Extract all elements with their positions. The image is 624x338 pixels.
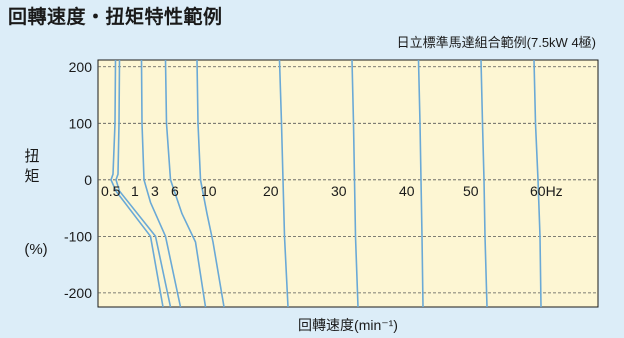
y-tick-label: -100	[64, 228, 92, 244]
y-tick-label: 100	[69, 115, 93, 131]
series-line-40	[417, 59, 424, 308]
frequency-label-0-5: 0.5	[101, 183, 121, 199]
series-line-10	[196, 59, 225, 308]
y-axis-label-char-1: 扭	[24, 148, 39, 165]
grid-lines	[98, 66, 598, 294]
frequency-label-1: 1	[131, 183, 139, 199]
x-axis-label: 回轉速度(min⁻¹)	[298, 317, 398, 333]
chart-subtitle: 日立標準馬達組合範例(7.5kW 4極)	[397, 35, 596, 50]
y-tick-label: 200	[69, 59, 93, 75]
series-lines	[110, 59, 542, 308]
frequency-label-60hz: 60Hz	[530, 183, 563, 199]
series-line-50	[480, 59, 488, 308]
frequency-label-10: 10	[201, 183, 217, 199]
y-tick-label: 0	[84, 172, 92, 188]
y-axis-label-char-2: 矩	[24, 168, 39, 185]
series-line-0-5	[110, 59, 164, 308]
frequency-label-3: 3	[151, 183, 159, 199]
series-line-20	[278, 59, 289, 308]
frequency-label-40: 40	[399, 183, 415, 199]
y-axis-unit-label: (%)	[24, 241, 47, 258]
plot-area	[97, 59, 599, 308]
series-line-3	[140, 59, 182, 308]
series-line-30	[351, 59, 359, 308]
y-tick-labels: 200 100 0 -100 -200	[64, 59, 92, 301]
series-line-60hz	[533, 59, 542, 308]
chart-title: 回轉速度・扭矩特性範例	[8, 6, 223, 28]
frequency-labels: 0.5 1 3 6 10 20 30 40 50 60Hz	[101, 183, 563, 199]
frequency-label-50: 50	[463, 183, 479, 199]
series-line-1	[115, 59, 172, 308]
y-tick-label: -200	[64, 285, 92, 301]
series-line-6	[164, 59, 207, 308]
frequency-label-6: 6	[171, 183, 179, 199]
frequency-label-20: 20	[263, 183, 279, 199]
frequency-label-30: 30	[331, 183, 347, 199]
